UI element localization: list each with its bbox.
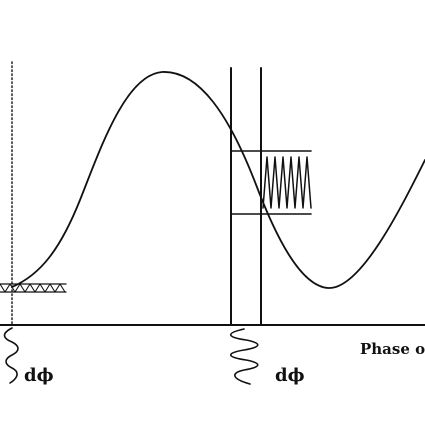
- oscillation-zigzag: [262, 156, 312, 209]
- delta-phi-label-right: dϕ: [275, 365, 305, 386]
- left-distribution-wiggle: [3, 327, 19, 384]
- delta-phi-label-left: dϕ: [24, 365, 54, 386]
- right-distribution-wiggle: [229, 328, 259, 385]
- phase-curve: [11, 71, 425, 289]
- left-noise-band: [0, 283, 66, 293]
- phase-axis-label: Phase o: [360, 340, 425, 358]
